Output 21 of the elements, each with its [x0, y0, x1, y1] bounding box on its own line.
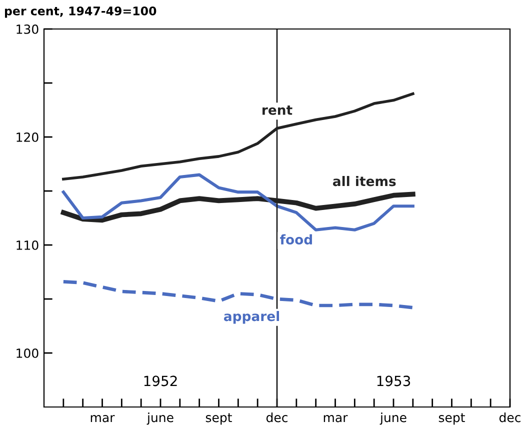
y-tick-label: 100: [16, 348, 38, 358]
y-axis-title: per cent, 1947-49=100: [4, 6, 156, 18]
series-label: all items: [332, 176, 396, 186]
series-label: rent: [262, 105, 292, 115]
line-series: [62, 173, 414, 232]
x-tick-label: mar: [324, 415, 348, 422]
annotation: 1953: [377, 376, 410, 386]
x-tick-label: dec: [266, 412, 288, 422]
series-label: food: [280, 234, 312, 245]
x-tick-label: june: [146, 412, 174, 425]
y-tick-label: 120: [16, 132, 38, 142]
y-tick-label: 130: [16, 24, 38, 34]
y-tick-label: 110: [16, 240, 38, 250]
x-tick-label: june: [380, 412, 406, 425]
x-tick-label: mar: [90, 415, 115, 422]
x-tick-label: sept: [206, 413, 232, 425]
annotation: 1952: [144, 376, 177, 386]
x-tick-label: sept: [438, 413, 465, 425]
x-tick-label: dec: [499, 412, 520, 422]
series-label: apparel: [224, 310, 279, 324]
line-series: [62, 280, 415, 310]
